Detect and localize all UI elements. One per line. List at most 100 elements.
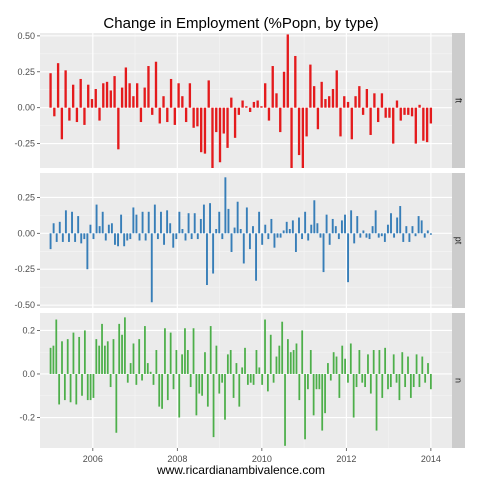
bar-pt-96	[344, 214, 346, 234]
bar-n-68	[244, 347, 246, 374]
bar-n-84	[289, 352, 292, 374]
bar-n-89	[304, 373, 306, 440]
bar-pt-0	[49, 233, 52, 250]
bar-pt-124	[429, 233, 432, 235]
bar-n-132	[427, 363, 429, 374]
bar-n-83	[287, 339, 289, 374]
bar-n-92	[312, 373, 315, 416]
bar-ft-20	[124, 67, 128, 108]
bar-n-6	[66, 339, 69, 374]
bar-n-44	[175, 350, 178, 374]
y-tick-label: -0.50	[14, 300, 35, 310]
bar-n-81	[281, 321, 284, 374]
bar-n-58	[215, 345, 218, 374]
bar-ft-59	[271, 66, 274, 108]
bar-pt-117	[408, 233, 411, 242]
bar-ft-82	[358, 86, 361, 108]
bar-n-24	[118, 323, 121, 374]
bar-n-14	[89, 373, 92, 401]
bar-ft-84	[365, 89, 369, 108]
bar-n-47	[184, 328, 186, 374]
bar-n-123	[401, 352, 404, 374]
bar-pt-5	[64, 210, 67, 234]
bar-pt-58	[227, 208, 230, 234]
bar-n-129	[418, 373, 421, 388]
chart-title: Change in Employment (%Popn, by type)	[103, 15, 378, 32]
x-axis: 2006 2008 2010 2012 2014	[83, 448, 441, 464]
bar-ft-73	[324, 99, 327, 108]
bar-n-35	[149, 371, 152, 374]
bar-ft-99	[422, 107, 425, 141]
bar-pt-95	[340, 220, 343, 234]
bar-pt-6	[68, 233, 70, 242]
bar-pt-75	[279, 233, 282, 238]
bar-n-20	[106, 341, 109, 374]
bar-n-42	[169, 332, 172, 374]
bar-n-46	[181, 354, 183, 374]
bar-n-133	[429, 373, 432, 390]
bar-n-119	[389, 373, 392, 388]
bar-n-107	[355, 373, 358, 388]
bar-n-40	[164, 328, 166, 374]
bar-n-110	[364, 373, 366, 388]
bar-ft-87	[376, 107, 380, 123]
bar-ft-79	[346, 101, 350, 108]
bar-n-128	[415, 354, 418, 374]
bar-n-112	[369, 373, 372, 394]
bar-pt-111	[390, 213, 392, 234]
bar-pt-88	[319, 233, 322, 238]
bar-pt-81	[298, 217, 300, 234]
x-tick-label: 2008	[167, 454, 187, 464]
bar-pt-103	[365, 233, 368, 238]
bar-n-105	[349, 343, 352, 374]
bar-pt-61	[236, 201, 239, 234]
bar-n-113	[372, 350, 375, 374]
bar-ft-68	[305, 107, 308, 137]
bar-n-124	[404, 373, 407, 388]
bar-n-116	[381, 373, 384, 398]
bar-n-17	[98, 345, 101, 374]
bar-pt-121	[420, 220, 423, 234]
bar-pt-59	[230, 233, 233, 252]
panel-pt: -0.50 -0.25 0.00 0.25 pt	[14, 173, 465, 310]
bar-ft-32	[169, 78, 173, 108]
bar-pt-90	[325, 214, 328, 234]
bar-pt-3	[58, 221, 61, 234]
bar-pt-22	[117, 233, 119, 247]
bar-ft-66	[297, 107, 301, 156]
bar-pt-46	[190, 233, 193, 240]
bar-ft-83	[361, 107, 365, 115]
bar-pt-74	[276, 233, 279, 238]
bar-n-76	[266, 373, 269, 392]
bar-ft-18	[117, 107, 120, 150]
y-tick-label: -0.25	[14, 264, 35, 274]
bar-pt-93	[334, 226, 337, 234]
bar-ft-95	[407, 107, 410, 115]
bar-n-72	[255, 350, 258, 374]
bar-n-62	[226, 354, 229, 374]
bar-pt-26	[129, 233, 132, 240]
bar-n-59	[218, 373, 221, 394]
bar-ft-72	[320, 81, 323, 108]
bar-ft-28	[154, 61, 158, 108]
bar-n-65	[235, 363, 238, 374]
bar-pt-98	[350, 210, 353, 234]
bar-pt-44	[184, 233, 187, 241]
bar-ft-29	[158, 107, 161, 124]
bar-ft-33	[173, 107, 176, 125]
bar-n-0	[49, 347, 52, 374]
y-tick-label: 0.50	[17, 31, 35, 41]
bar-ft-15	[105, 81, 109, 108]
bar-n-38	[158, 373, 161, 407]
bar-ft-19	[120, 87, 124, 108]
panel-ft: -0.25 0.00 0.25 0.50 ft	[14, 31, 465, 168]
bar-pt-68	[258, 211, 261, 234]
bar-n-88	[301, 330, 304, 374]
bar-ft-91	[392, 107, 395, 144]
bar-pt-115	[402, 233, 405, 242]
bar-n-43	[172, 373, 175, 390]
bar-ft-10	[87, 84, 90, 108]
bar-pt-49	[199, 218, 202, 234]
bar-ft-48	[230, 97, 233, 108]
bar-n-49	[189, 373, 192, 388]
